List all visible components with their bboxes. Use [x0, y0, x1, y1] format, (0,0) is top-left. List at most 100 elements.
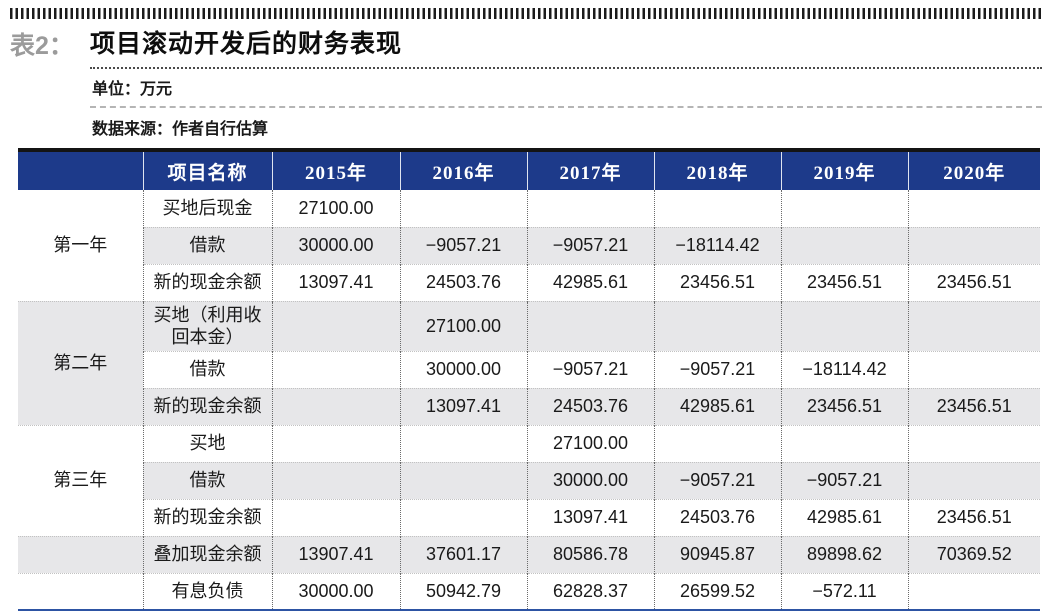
value-cell: 37601.17	[399, 535, 527, 573]
value-cell: 13097.41	[271, 263, 400, 301]
year-group-cell: 第二年	[18, 300, 143, 425]
value-cell: 42985.61	[526, 263, 654, 301]
row-label-cell: 叠加现金余额	[142, 535, 272, 573]
value-cell	[907, 350, 1040, 388]
value-cell: 23456.51	[780, 263, 908, 301]
value-cell: 50942.79	[399, 572, 527, 610]
title-block: 表2： 项目滚动开发后的财务表现 单位：万元 数据来源：作者自行估算	[10, 24, 1042, 148]
table-row: 借款 30000.00 −9057.21 −9057.21 −18114.42	[18, 226, 1040, 264]
row-label-cell: 新的现金余额	[142, 387, 272, 425]
value-cell	[271, 350, 400, 388]
value-cell: 23456.51	[780, 387, 908, 425]
year-group-cell: 第一年	[18, 190, 143, 301]
value-cell	[271, 300, 400, 351]
value-cell	[907, 424, 1040, 462]
value-cell	[399, 461, 527, 499]
year-group-cell	[18, 535, 143, 573]
value-cell	[907, 572, 1040, 610]
value-cell	[907, 461, 1040, 499]
table-row: 第一年 买地后现金 27100.00	[18, 190, 1040, 301]
value-cell: 27100.00	[526, 424, 654, 462]
table-row: 叠加现金余额 13907.41 37601.17 80586.78 90945.87 89…	[18, 535, 1040, 573]
value-cell: 62828.37	[526, 572, 654, 610]
title-right-block: 项目滚动开发后的财务表现 单位：万元 数据来源：作者自行估算	[90, 24, 1042, 148]
value-cell: 26599.52	[653, 572, 781, 610]
value-cell	[653, 300, 781, 351]
value-cell	[907, 190, 1040, 227]
header-cell-2016: 2016年	[399, 150, 527, 190]
value-cell	[399, 498, 527, 536]
row-label-cell: 借款	[142, 350, 272, 388]
value-cell: −9057.21	[653, 461, 781, 499]
value-cell	[271, 498, 400, 536]
financial-table: 项目名称 2015年 2016年 2017年 2018年 2019年 2020年…	[18, 148, 1040, 611]
row-label-cell: 有息负债	[142, 572, 272, 610]
value-cell	[271, 461, 400, 499]
header-cell-blank	[18, 150, 143, 190]
value-cell	[271, 387, 400, 425]
header-cell-2019: 2019年	[780, 150, 908, 190]
value-cell: −9057.21	[526, 350, 654, 388]
value-cell: 90945.87	[653, 535, 781, 573]
value-cell: 30000.00	[399, 350, 527, 388]
unit-line: 单位：万元	[90, 69, 1042, 108]
value-cell: −9057.21	[780, 461, 908, 499]
value-cell	[526, 190, 654, 227]
source-line: 数据来源：作者自行估算	[92, 121, 269, 138]
value-cell	[780, 300, 908, 351]
value-cell	[526, 300, 654, 351]
value-cell: −9057.21	[399, 226, 527, 264]
table-row: 新的现金余额 13097.41 24503.76 42985.61 23456.51	[18, 498, 1040, 536]
value-cell: 24503.76	[526, 387, 654, 425]
value-cell	[653, 190, 781, 227]
value-cell: 27100.00	[399, 300, 527, 351]
value-cell: 30000.00	[271, 226, 400, 264]
table-row: 借款 30000.00 −9057.21 −9057.21 −18114.42	[18, 350, 1040, 388]
value-cell: 30000.00	[526, 461, 654, 499]
value-cell	[271, 424, 400, 462]
value-cell: −18114.42	[780, 350, 908, 388]
header-cell-2020: 2020年	[907, 150, 1040, 190]
table-row: 新的现金余额 13097.41 24503.76 42985.61 23456.51 23…	[18, 263, 1040, 301]
year-group-cell: 第三年	[18, 424, 143, 536]
table-number-label: 表2：	[10, 32, 74, 60]
value-cell: 13097.41	[399, 387, 527, 425]
value-cell	[399, 190, 527, 227]
value-cell: 23456.51	[907, 498, 1040, 536]
value-cell: 23456.51	[907, 263, 1040, 301]
value-cell	[780, 226, 908, 264]
header-cell-2015: 2015年	[271, 150, 400, 190]
table-row: 借款 30000.00 −9057.21 −9057.21	[18, 461, 1040, 499]
row-label-cell: 新的现金余额	[142, 498, 272, 536]
row-label-cell: 买地后现金	[142, 190, 272, 227]
value-cell: 13907.41	[271, 535, 400, 573]
table-row: 第三年 买地 27100.00	[18, 424, 1040, 536]
value-cell	[653, 424, 781, 462]
table-header-row: 项目名称 2015年 2016年 2017年 2018年 2019年 2020年	[18, 150, 1040, 190]
value-cell: −18114.42	[653, 226, 781, 264]
value-cell	[780, 424, 908, 462]
table-row: 新的现金余额 13097.41 24503.76 42985.61 23456.51 23…	[18, 387, 1040, 425]
value-cell: 24503.76	[653, 498, 781, 536]
row-label-cell: 买地（利用收回本金）	[142, 300, 272, 351]
value-cell: 89898.62	[780, 535, 908, 573]
row-label-cell: 借款	[142, 226, 272, 264]
table-body: 第一年 买地后现金 27100.00 借款 30000.00 −9057.21 −9057.…	[18, 190, 1040, 610]
value-cell: 42985.61	[653, 387, 781, 425]
value-cell: 13097.41	[526, 498, 654, 536]
value-cell: −572.11	[780, 572, 908, 610]
value-cell	[907, 300, 1040, 351]
table-row: 有息负债 30000.00 50942.79 62828.37 26599.52 −572…	[18, 572, 1040, 610]
row-label-cell: 借款	[142, 461, 272, 499]
year-group-cell	[18, 572, 143, 610]
value-cell: 27100.00	[271, 190, 400, 227]
value-cell: 80586.78	[526, 535, 654, 573]
value-cell: 23456.51	[653, 263, 781, 301]
value-cell	[399, 424, 527, 462]
row-label-cell: 新的现金余额	[142, 263, 272, 301]
row-label-cell: 买地	[142, 424, 272, 462]
value-cell: 24503.76	[399, 263, 527, 301]
header-cell-2017: 2017年	[526, 150, 654, 190]
value-cell	[780, 190, 908, 227]
